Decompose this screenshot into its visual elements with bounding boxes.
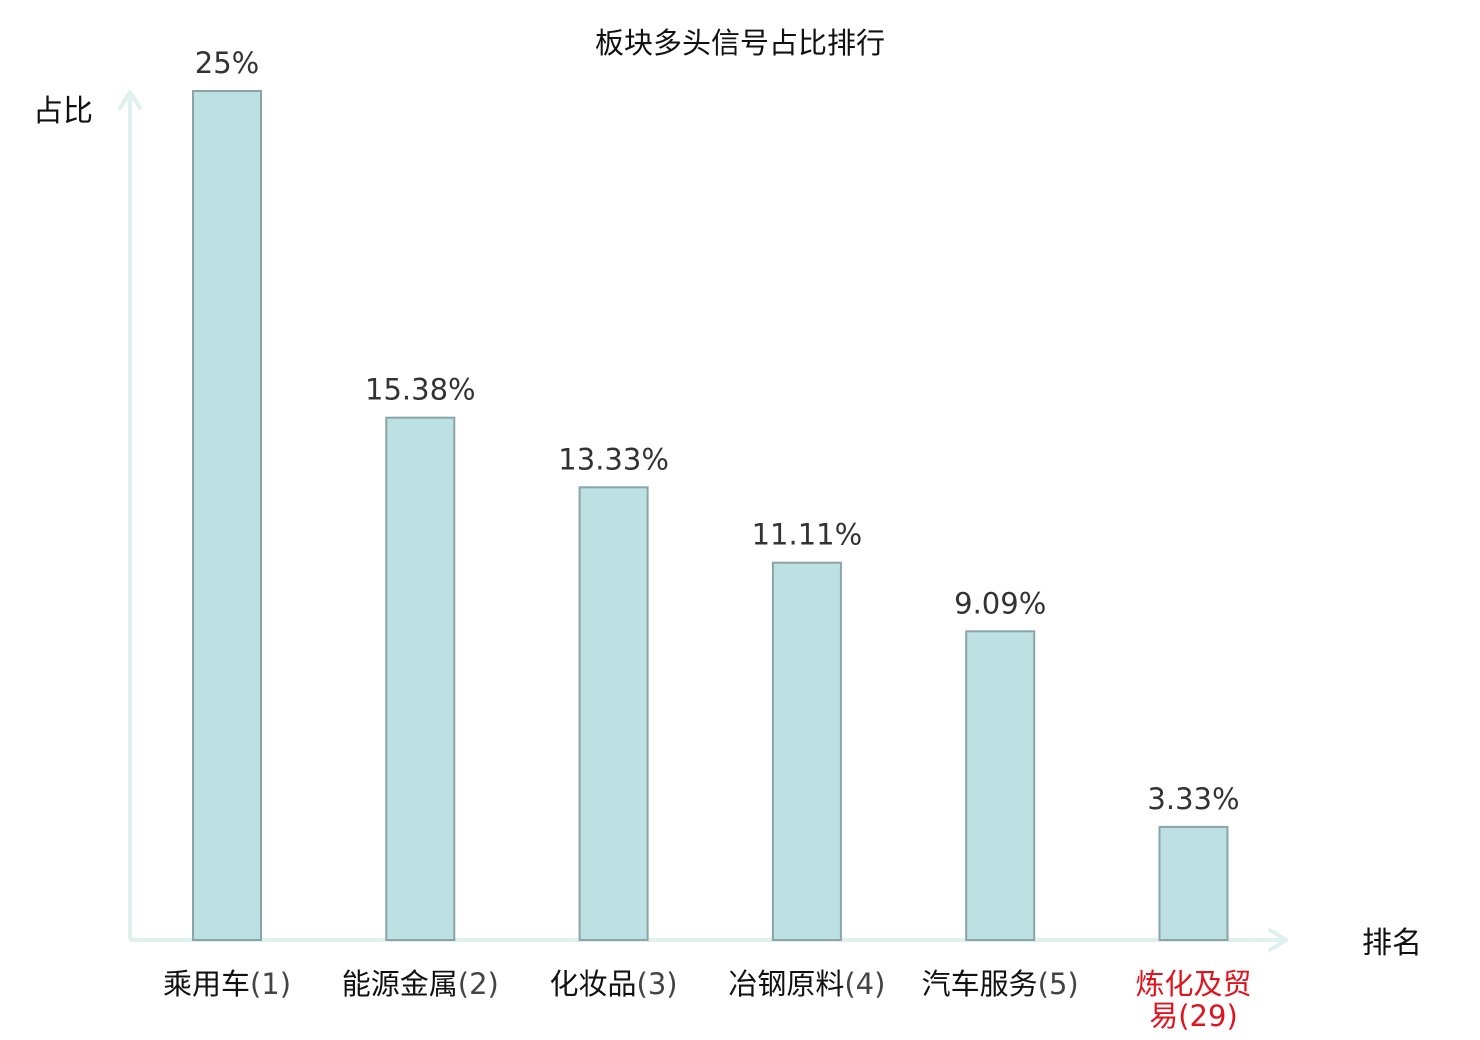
bar: [385, 416, 456, 941]
y-axis-label: 占比: [33, 94, 93, 129]
y-axis: [118, 90, 142, 940]
category-tick-label: 冶钢原料(4): [728, 967, 885, 1001]
bar-value-label: 3.33%: [1147, 782, 1239, 816]
bar: [965, 630, 1036, 941]
category-tick-label: 化妆品(3): [550, 967, 678, 1001]
bar: [192, 90, 262, 941]
bar-value-label: 25%: [195, 46, 259, 80]
bar: [1158, 825, 1229, 942]
chart-title: 板块多头信号占比排行: [595, 26, 885, 60]
category-tick-label: 炼化及贸易(29): [1135, 967, 1251, 1033]
bar: [578, 486, 649, 941]
bar-value-label: 15.38%: [365, 373, 476, 407]
bars-group: [192, 90, 1229, 942]
category-tick-label: 汽车服务(5): [922, 967, 1079, 1001]
category-labels-group: 乘用车(1) 能源金属(2) 化妆品(3) 冶钢原料(4) 汽车服务(5) 炼化及贸易(2…: [163, 967, 1252, 1033]
bar-value-label: 11.11%: [752, 518, 863, 552]
bar-value-label: 9.09%: [954, 586, 1046, 620]
category-tick-label: 能源金属(2): [342, 967, 499, 1001]
x-axis-label: 排名: [1362, 926, 1422, 961]
bar-value-label: 13.33%: [558, 442, 669, 476]
x-axis: [130, 928, 1288, 952]
category-tick-label: 乘用车(1): [163, 967, 291, 1001]
bar: [771, 561, 842, 941]
value-labels-group: 25% 15.38% 13.33% 11.11% 9.09% 3.33%: [195, 46, 1240, 816]
